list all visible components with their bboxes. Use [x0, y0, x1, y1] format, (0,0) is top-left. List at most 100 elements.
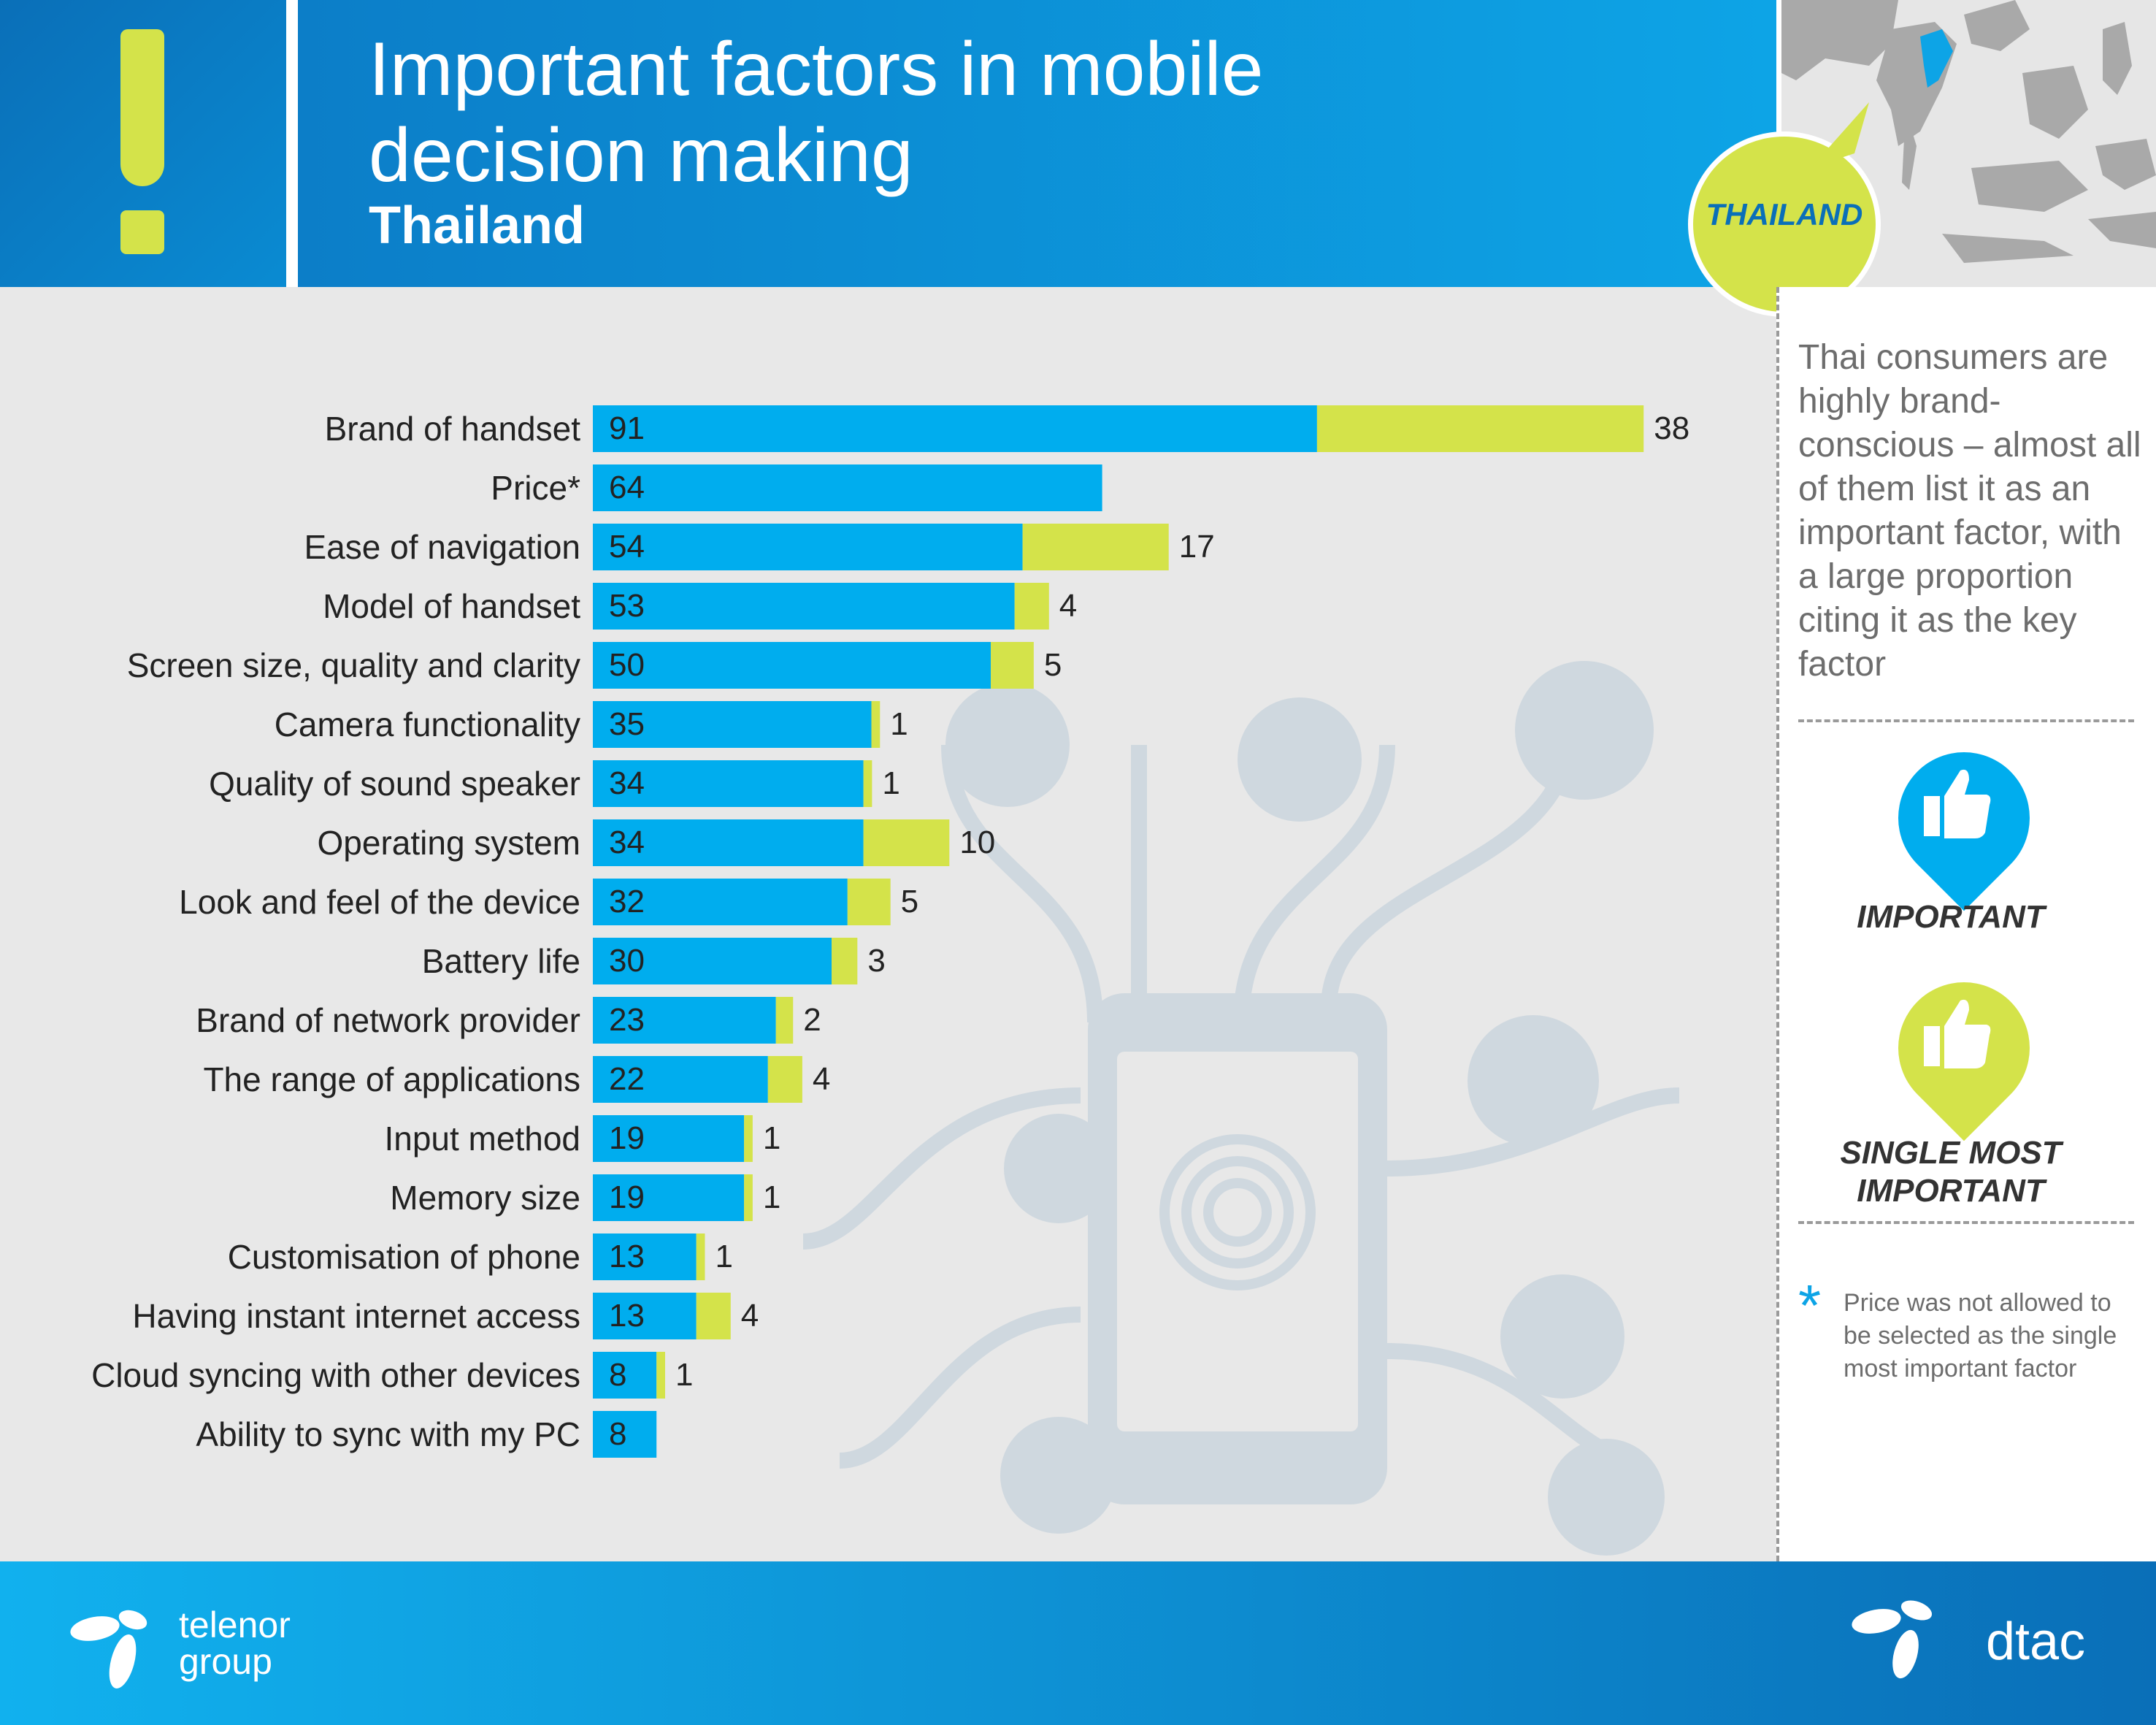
- category-label: Customisation of phone: [227, 1238, 580, 1276]
- title-panel: [298, 0, 1776, 287]
- bar-single-most-important: [744, 1174, 753, 1221]
- bar-important: [593, 642, 991, 689]
- bar-single-most-important: [744, 1115, 753, 1162]
- category-label: Price*: [491, 469, 580, 507]
- bar-single-most-important: [847, 879, 891, 925]
- bar-single-most-value: 5: [1043, 647, 1062, 683]
- bar-important-value: 30: [609, 943, 645, 979]
- bar-important: [593, 1233, 697, 1280]
- bar-important-value: 19: [609, 1179, 645, 1215]
- bar-important-value: 64: [609, 470, 645, 505]
- telenor-logo-icon: [70, 1610, 147, 1688]
- bar-important: [593, 819, 864, 866]
- bar-important: [593, 1174, 745, 1221]
- bar-important: [593, 583, 1015, 630]
- category-label: Cloud syncing with other devices: [91, 1356, 580, 1394]
- bar-important: [593, 1056, 768, 1103]
- bar-single-most-important: [775, 997, 794, 1044]
- bar-important-value: 34: [609, 765, 645, 801]
- bar-important-value: 35: [609, 706, 645, 742]
- category-label: Operating system: [317, 824, 580, 862]
- category-label: Look and feel of the device: [179, 883, 580, 921]
- bar-single-most-value: 5: [900, 884, 919, 919]
- chart-labels: Brand of handset 91 38 Price* 64 Ease of navi…: [0, 402, 1767, 1468]
- legend-single-most-label: SINGLE MOST IMPORTANT: [1840, 1135, 2062, 1209]
- bar-single-most-value: 4: [812, 1061, 831, 1097]
- sidebar: [1776, 287, 2156, 1561]
- bar-single-most-important: [863, 819, 950, 866]
- stacked-bar-chart: [593, 405, 1644, 1458]
- dtac-logo-text: dtac: [1986, 1613, 2086, 1671]
- bar-important-value: 53: [609, 588, 645, 624]
- thumbs-up-icon: [1924, 999, 1991, 1068]
- bar-important-value: 91: [609, 410, 645, 446]
- category-label: Camera functionality: [274, 705, 580, 743]
- bar-important: [593, 1411, 657, 1458]
- bar-important: [593, 524, 1023, 570]
- bar-single-most-value: 10: [959, 825, 996, 860]
- chart-area: Brand of handset 91 38 Price* 64 Ease of navi…: [0, 402, 1767, 1468]
- bar-important-value: 50: [609, 647, 645, 683]
- bar-single-most-value: 4: [1059, 588, 1078, 624]
- category-label: The range of applications: [203, 1060, 580, 1098]
- bar-single-most-value: 2: [803, 1002, 821, 1038]
- bar-important: [593, 760, 864, 807]
- background-network-illustration: [802, 661, 1680, 1556]
- page-title-line-1: Important factors in mobile: [369, 27, 1264, 112]
- bar-single-most-important: [832, 938, 858, 984]
- footnote-text: Price was not allowed to be selected as …: [1844, 1289, 2117, 1382]
- divider: [1798, 719, 2134, 722]
- bar-important: [593, 938, 832, 984]
- thumbs-up-icon: [1924, 769, 1991, 838]
- bar-important: [593, 701, 872, 748]
- bar-single-most-value: 1: [882, 765, 900, 801]
- bar-important-value: 13: [609, 1239, 645, 1274]
- footnote-asterisk: *: [1798, 1273, 1822, 1338]
- bar-single-most-important: [1316, 405, 1644, 452]
- category-label: Ease of navigation: [304, 528, 581, 566]
- category-label: Model of handset: [323, 587, 580, 625]
- category-label: Screen size, quality and clarity: [126, 646, 580, 684]
- category-label: Battery life: [421, 942, 580, 980]
- telenor-logo-text: telenor group: [179, 1604, 291, 1682]
- bar-important: [593, 464, 1102, 511]
- bar-single-most-important: [696, 1233, 705, 1280]
- bar-single-most-important: [656, 1352, 665, 1399]
- country-bubble-label: THAILAND: [1706, 197, 1863, 232]
- bar-single-most-value: 4: [740, 1298, 759, 1334]
- category-label: Input method: [384, 1120, 580, 1158]
- exclamation-icon: [120, 29, 164, 186]
- divider: [1798, 1221, 2134, 1224]
- bar-important: [593, 997, 776, 1044]
- bar-important-value: 22: [609, 1061, 645, 1097]
- bar-single-most-value: 38: [1654, 410, 1690, 446]
- legend-important-label: IMPORTANT: [1857, 899, 2045, 935]
- category-label: Ability to sync with my PC: [196, 1415, 580, 1453]
- bar-important-value: 19: [609, 1120, 645, 1156]
- category-label: Brand of handset: [324, 410, 580, 448]
- bar-single-most-value: 17: [1178, 529, 1215, 565]
- bar-single-most-important: [1014, 583, 1049, 630]
- bar-single-most-value: 1: [715, 1239, 733, 1274]
- bar-single-most-important: [1022, 524, 1169, 570]
- bar-important: [593, 1115, 745, 1162]
- bar-single-most-value: 3: [867, 943, 886, 979]
- exclamation-dot-icon: [120, 210, 164, 254]
- category-label: Quality of sound speaker: [209, 765, 580, 803]
- bar-single-most-value: 1: [762, 1120, 781, 1156]
- category-label: Having instant internet access: [132, 1297, 580, 1335]
- bar-important: [593, 1352, 657, 1399]
- bubble-pointer: [1811, 102, 1869, 168]
- page-subtitle: Thailand: [369, 196, 586, 255]
- bar-single-most-important: [991, 642, 1034, 689]
- bar-important: [593, 1293, 697, 1339]
- bar-important-value: 34: [609, 825, 645, 860]
- bar-single-most-value: 1: [762, 1179, 781, 1215]
- page-title-line-2: decision making: [369, 113, 913, 198]
- category-label: Memory size: [390, 1179, 580, 1217]
- bar-important-value: 8: [609, 1357, 627, 1393]
- bar-important-value: 23: [609, 1002, 645, 1038]
- bar-single-most-value: 1: [675, 1357, 694, 1393]
- bar-single-most-important: [696, 1293, 731, 1339]
- insight-text: Thai consumers are highly brand-consciou…: [1798, 338, 2141, 684]
